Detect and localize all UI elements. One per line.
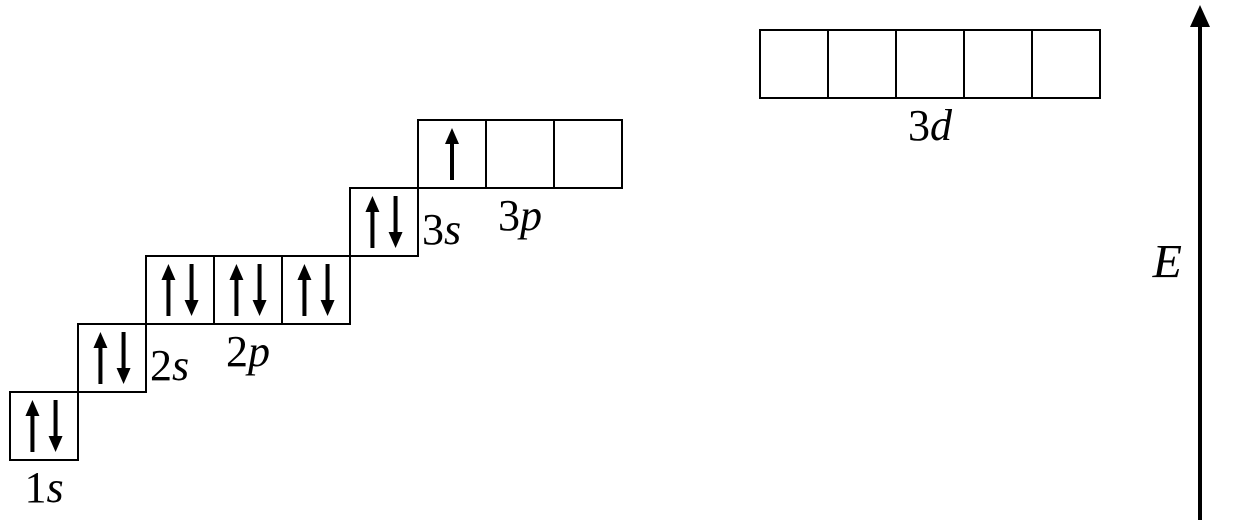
orbital-box [282, 256, 350, 324]
orbital-box [486, 120, 554, 188]
orbital-box [828, 30, 896, 98]
subshell-3s: 3s [350, 188, 461, 256]
subshell-label-2p: 2p [226, 327, 270, 376]
subshell-label-1s: 1s [24, 463, 63, 512]
subshell-label-3s: 3s [422, 205, 461, 254]
orbital-box [554, 120, 622, 188]
orbital-box [964, 30, 1032, 98]
orbital-diagram: 1s 2s 2p 3s 3p 3d E [0, 0, 1233, 525]
orbital-box [350, 188, 418, 256]
orbital-box [146, 256, 214, 324]
subshell-label-3p: 3p [498, 191, 542, 240]
subshell-label-3d: 3d [908, 101, 953, 150]
orbital-box [1032, 30, 1100, 98]
energy-axis-label: E [1152, 236, 1182, 289]
subshell-1s: 1s [10, 392, 78, 512]
orbital-box [10, 392, 78, 460]
energy-axis-arrowhead [1190, 5, 1210, 27]
orbital-box [78, 324, 146, 392]
orbital-box [760, 30, 828, 98]
orbital-box [896, 30, 964, 98]
subshell-label-2s: 2s [150, 341, 189, 390]
subshell-2s: 2s [78, 324, 189, 392]
subshell-3d: 3d [760, 30, 1100, 150]
orbital-box [214, 256, 282, 324]
